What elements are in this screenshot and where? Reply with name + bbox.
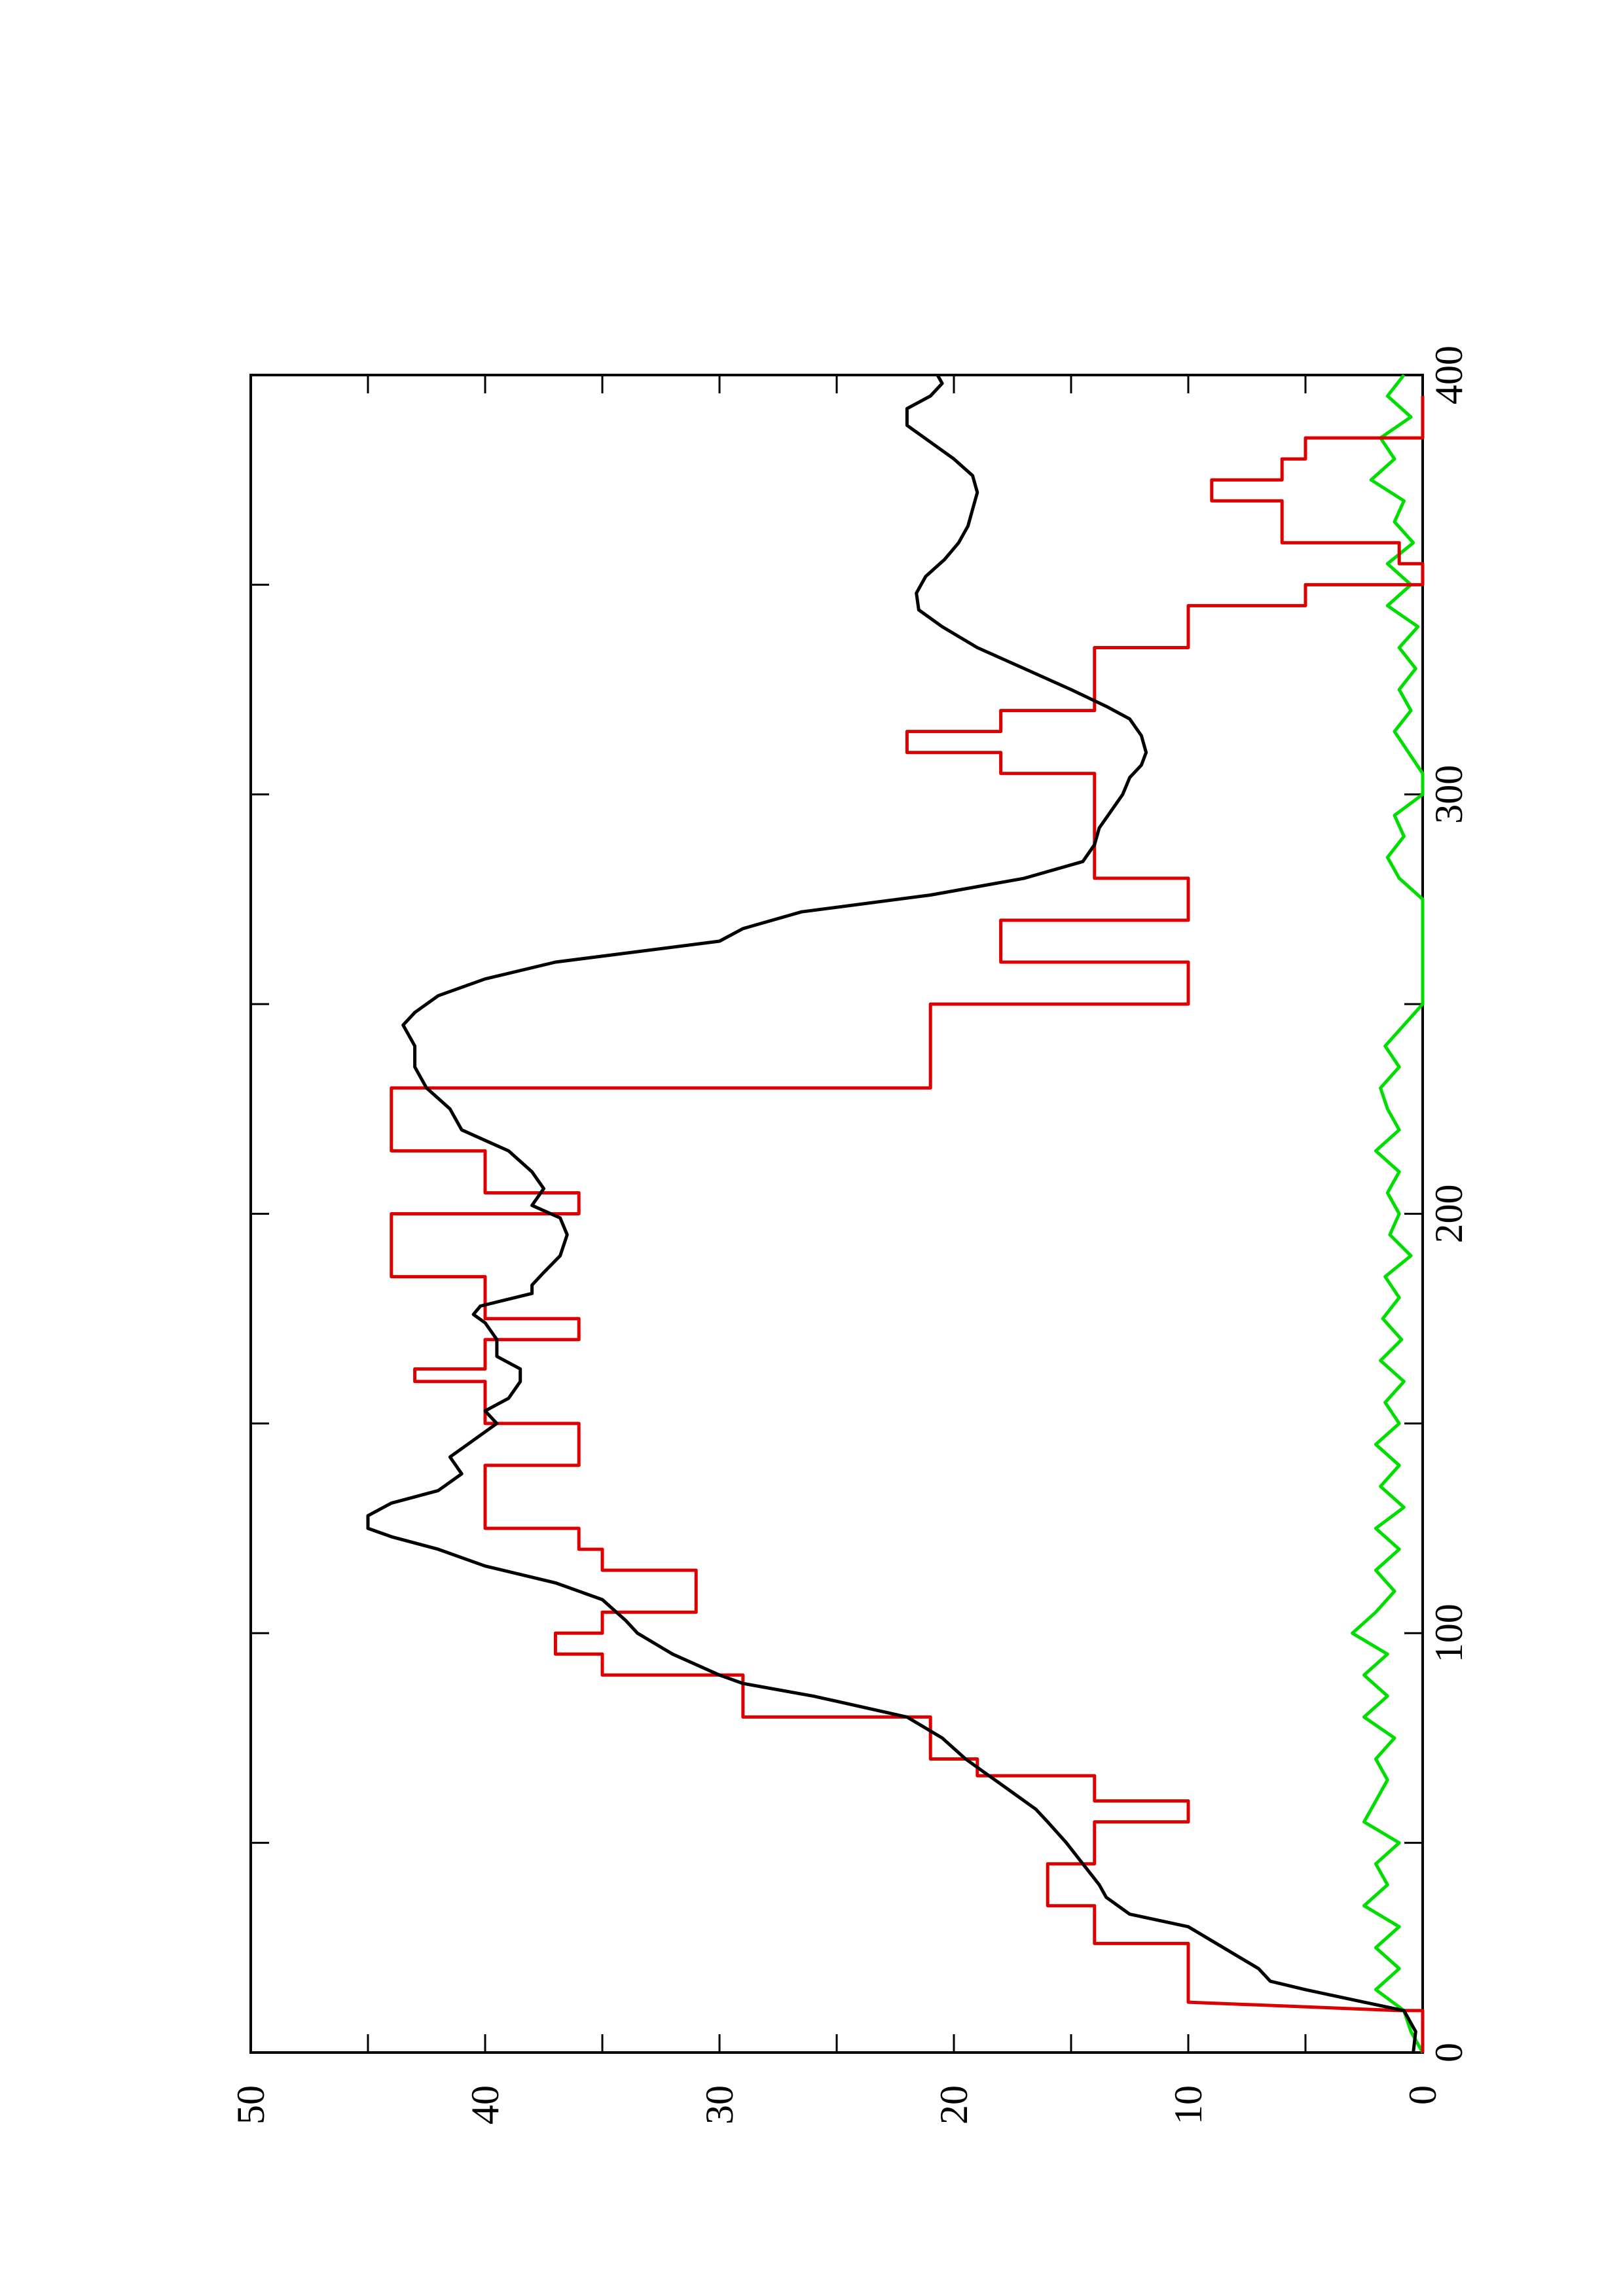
y-tick-label: 20: [932, 2085, 976, 2125]
series-layer: [366, 374, 1425, 2054]
x-tick-label: 100: [1427, 1604, 1470, 1662]
series-line-3: [1351, 374, 1425, 2054]
y-tick-label: 50: [229, 2085, 272, 2125]
x-tick-label: 0: [1427, 2043, 1470, 2062]
series-line-2: [366, 374, 1417, 2053]
axis-tick-labels: 0 100 200 300 400 0 10 20 30 40 50: [229, 346, 1470, 2125]
y-tick-label: 30: [698, 2085, 741, 2125]
y-tick-label: 10: [1167, 2085, 1210, 2125]
series-line-1: [390, 396, 1425, 2053]
x-tick-label: 400: [1427, 346, 1470, 404]
y-tick-label: 0: [1401, 2085, 1444, 2105]
axis-ticks: [249, 374, 1424, 2054]
y-tick-label: 40: [464, 2085, 507, 2125]
x-tick-label: 300: [1427, 765, 1470, 824]
x-tick-label: 200: [1427, 1185, 1470, 1244]
